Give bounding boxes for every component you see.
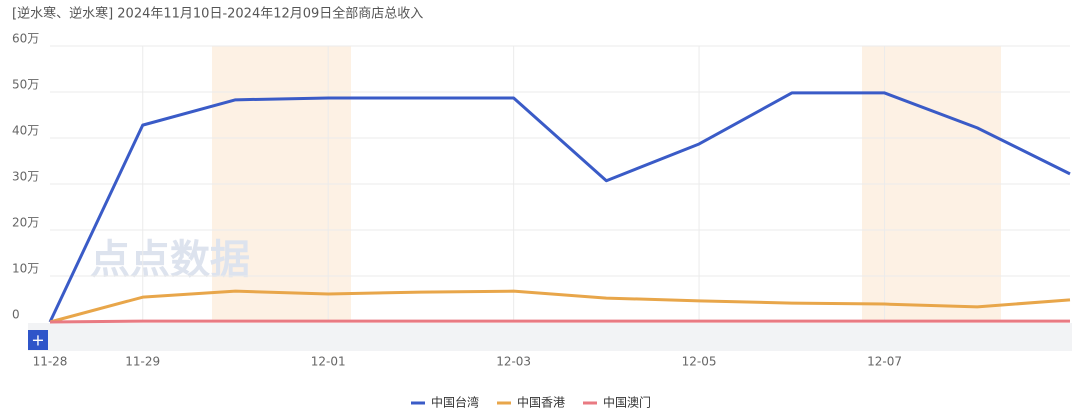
x-tick-label: 12-05 (682, 355, 717, 369)
watermark: 点点数据 (90, 237, 250, 283)
y-tick-label: 20万 (12, 216, 39, 230)
x-tick-label: 12-07 (867, 355, 902, 369)
zoom-slider[interactable] (28, 323, 1072, 351)
series-line (49, 289, 1071, 324)
x-tick-label: 12-01 (311, 355, 346, 369)
chart-title: [逆水寒、逆水寒] 2024年11月10日-2024年12月09日全部商店总收入 (12, 6, 423, 22)
legend-label: 中国澳门 (603, 395, 651, 410)
y-tick-label: 40万 (12, 124, 39, 138)
x-tick-label: 12-03 (496, 355, 531, 369)
x-tick-label: 11-28 (33, 355, 68, 369)
series-line (49, 319, 1070, 324)
zoom-button-label[interactable]: + (31, 331, 44, 350)
y-tick-label: 0 (12, 308, 20, 322)
y-tick-label: 30万 (12, 170, 39, 184)
legend-label: 中国香港 (517, 395, 565, 410)
y-tick-label: 10万 (12, 262, 39, 276)
legend-label: 中国台湾 (431, 395, 479, 410)
y-tick-label: 50万 (12, 78, 39, 92)
x-tick-label: 11-29 (125, 355, 160, 369)
zoom-button[interactable] (28, 330, 48, 350)
y-tick-label: 60万 (12, 32, 39, 46)
series-line (48, 91, 1071, 323)
